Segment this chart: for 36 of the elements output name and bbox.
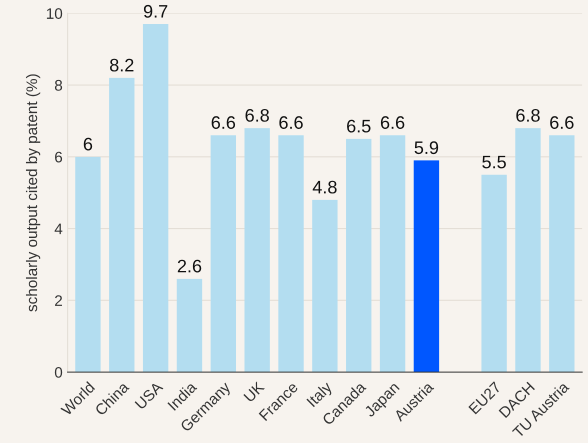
data-label: 6.8 <box>516 108 540 122</box>
data-label: 6.6 <box>212 116 236 129</box>
data-label: 6 <box>84 138 92 150</box>
data-label: 6.8 <box>246 108 269 122</box>
data-label: 2.6 <box>178 260 202 272</box>
y-axis-title: scholarly output cited by patent (%) <box>26 74 40 312</box>
data-label: 5.5 <box>482 156 506 168</box>
bar <box>312 200 338 372</box>
y-tick-label: 0 <box>54 366 62 378</box>
bar <box>278 135 304 372</box>
bar <box>176 278 202 372</box>
y-tick-label: 10 <box>46 8 62 19</box>
x-tick-label: USA <box>134 380 164 410</box>
bar <box>75 156 101 372</box>
data-label: 5.9 <box>414 141 438 154</box>
bar <box>515 128 541 372</box>
data-label: 6.6 <box>550 116 574 129</box>
bar <box>109 78 134 372</box>
bar <box>142 24 168 372</box>
y-tick-label: 6 <box>55 152 62 163</box>
bar <box>549 135 575 372</box>
data-label: 6.6 <box>279 116 303 129</box>
bar <box>481 174 507 372</box>
data-label: 6.6 <box>380 116 404 129</box>
bar <box>244 128 270 372</box>
y-tick-label: 2 <box>55 295 62 306</box>
y-tick-label: 8 <box>54 80 62 91</box>
bar <box>380 135 406 372</box>
data-label: 8.2 <box>110 58 134 72</box>
data-label: 9.7 <box>144 4 168 18</box>
data-label: 4.8 <box>312 180 337 194</box>
bar <box>414 160 440 372</box>
data-label: 6.5 <box>347 120 371 133</box>
y-tick-label: 4 <box>54 224 62 234</box>
bar <box>210 135 236 372</box>
bar <box>346 138 372 372</box>
